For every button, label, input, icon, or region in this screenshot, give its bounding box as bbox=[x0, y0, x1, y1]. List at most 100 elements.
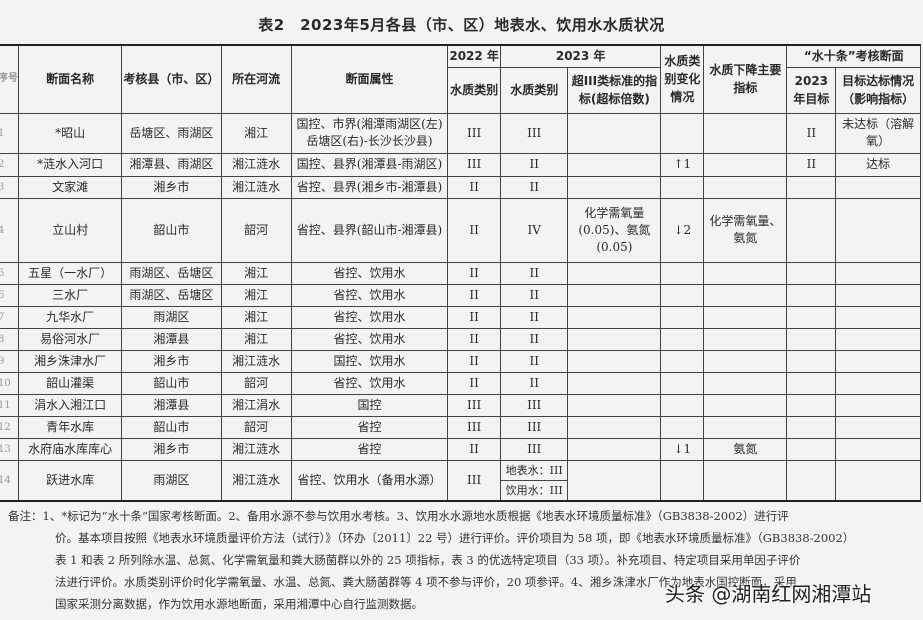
note-line: 法进行评价。水质类别评价时化学需氧量、水温、总氮、粪大肠菌群等 4 项不参与评价… bbox=[55, 575, 797, 589]
cell-decline bbox=[703, 261, 788, 285]
cell-status: 未达标（溶解氧） bbox=[835, 112, 921, 154]
cell-c2022: II bbox=[447, 305, 501, 329]
cell-attr: 省控、县界(韶山市-湘潭县) bbox=[290, 197, 449, 263]
cell-no: 5 bbox=[0, 261, 19, 285]
cell-exceed bbox=[567, 393, 662, 417]
cell-no: 4 bbox=[0, 197, 19, 263]
cell-c2022: III bbox=[447, 415, 501, 439]
cell-no: 14 bbox=[0, 459, 19, 501]
cell-change bbox=[660, 175, 705, 199]
cell-exceed bbox=[567, 112, 662, 154]
notes: 备注：1、*标记为“水十条“国家考核断面。2、备用水源不参与饮用水考核。3、饮用… bbox=[8, 505, 913, 615]
cell-exceed bbox=[567, 152, 662, 177]
header-decline: 水质下降主要指标 bbox=[703, 44, 788, 114]
cell-c2022: III bbox=[447, 112, 501, 154]
cell-river: 湘江 bbox=[220, 261, 292, 285]
cell-exceed bbox=[567, 261, 662, 285]
cell-attr: 省控、饮用水 bbox=[290, 283, 449, 307]
cell-decline bbox=[703, 305, 788, 329]
cell-exceed bbox=[567, 437, 662, 461]
cell-c2022: II bbox=[447, 371, 501, 395]
cell-change: ↓2 bbox=[660, 197, 705, 263]
cell-attr: 省控 bbox=[290, 437, 449, 461]
cell-c2023: III bbox=[499, 415, 569, 439]
cell-status bbox=[835, 459, 921, 501]
cell-c2023: II bbox=[499, 349, 569, 373]
cell-river: 韶河 bbox=[220, 197, 292, 263]
cell-attr: 国控、县界(湘潭县-雨湖区) bbox=[290, 152, 449, 177]
header-river: 所在河流 bbox=[220, 44, 292, 114]
cell-river: 湘江 bbox=[220, 327, 292, 351]
cell-exceed bbox=[567, 371, 662, 395]
cell-river: 湘江 bbox=[220, 305, 292, 329]
cell-change: ↑1 bbox=[660, 152, 705, 177]
table-row: 12青年水库韶山市韶河省控IIIIII bbox=[0, 415, 921, 439]
cell-status bbox=[835, 415, 921, 439]
cell-county: 湘乡市 bbox=[121, 437, 222, 461]
cell-name: 易俗河水厂 bbox=[17, 327, 123, 351]
cell-target bbox=[786, 459, 837, 501]
cell-exceed: 化学需氧量(0.05)、氨氮(0.05) bbox=[567, 197, 662, 263]
cell-decline bbox=[703, 459, 788, 501]
cell-c2023: II bbox=[499, 371, 569, 395]
cell-decline bbox=[703, 415, 788, 439]
cell-c2023_surface: 地表水：III bbox=[501, 461, 567, 481]
cell-c2022: II bbox=[447, 283, 501, 307]
cell-status bbox=[835, 371, 921, 395]
cell-target bbox=[786, 437, 837, 461]
header-change: 水质类别变化情况 bbox=[660, 44, 705, 114]
cell-no: 3 bbox=[0, 175, 19, 199]
cell-name: 跃进水库 bbox=[17, 459, 123, 501]
cell-attr: 省控、饮用水（备用水源） bbox=[290, 459, 449, 501]
cell-status bbox=[835, 261, 921, 285]
cell-exceed bbox=[567, 305, 662, 329]
cell-exceed bbox=[567, 175, 662, 199]
cell-attr: 省控、县界(湘乡市-湘潭县) bbox=[290, 175, 449, 199]
cell-c2023: IV bbox=[499, 197, 569, 263]
cell-decline bbox=[703, 327, 788, 351]
cell-name: 韶山灌渠 bbox=[17, 371, 123, 395]
cell-no: 8 bbox=[0, 327, 19, 351]
cell-county: 雨湖区、岳塘区 bbox=[121, 283, 222, 307]
cell-c2023: II bbox=[499, 261, 569, 285]
cell-river: 韶河 bbox=[220, 371, 292, 395]
header-shuishitiao: “水十条”考核断面 bbox=[786, 44, 921, 68]
header-2022: 2022 年 bbox=[447, 44, 501, 68]
cell-river: 湘江 bbox=[220, 112, 292, 154]
cell-decline: 化学需氧量、氨氮 bbox=[703, 197, 788, 263]
cell-target: II bbox=[786, 112, 837, 154]
cell-status bbox=[835, 393, 921, 417]
cell-c2022: II bbox=[447, 175, 501, 199]
header-seq: 序号 bbox=[0, 44, 19, 114]
cell-county: 雨湖区 bbox=[121, 305, 222, 329]
cell-status bbox=[835, 437, 921, 461]
cell-name: 五星（一水厂） bbox=[17, 261, 123, 285]
cell-c2023: II bbox=[499, 283, 569, 307]
cell-county: 岳塘区、雨湖区 bbox=[121, 112, 222, 154]
cell-exceed bbox=[567, 283, 662, 307]
cell-no: 1 bbox=[0, 112, 19, 154]
cell-no: 12 bbox=[0, 415, 19, 439]
cell-exceed bbox=[567, 459, 662, 501]
cell-name: 立山村 bbox=[17, 197, 123, 263]
water-quality-table: 序号 断面名称 考核县（市、区） 所在河流 断面属性 2022 年 2023 年… bbox=[0, 44, 921, 502]
cell-name: *昭山 bbox=[17, 112, 123, 154]
cell-c2022: II bbox=[447, 261, 501, 285]
header-county: 考核县（市、区） bbox=[121, 44, 222, 114]
cell-decline bbox=[703, 283, 788, 307]
cell-attr: 省控、饮用水 bbox=[290, 371, 449, 395]
header-class-2022: 水质类别 bbox=[447, 66, 501, 114]
cell-attr: 省控、饮用水 bbox=[290, 261, 449, 285]
cell-county: 湘潭县 bbox=[121, 393, 222, 417]
cell-county: 湘潭县 bbox=[121, 327, 222, 351]
cell-river: 湘江涟水 bbox=[220, 459, 292, 501]
cell-name: 文家滩 bbox=[17, 175, 123, 199]
cell-c2022: III bbox=[447, 459, 501, 501]
cell-change bbox=[660, 112, 705, 154]
cell-status bbox=[835, 283, 921, 307]
cell-no: 9 bbox=[0, 349, 19, 373]
